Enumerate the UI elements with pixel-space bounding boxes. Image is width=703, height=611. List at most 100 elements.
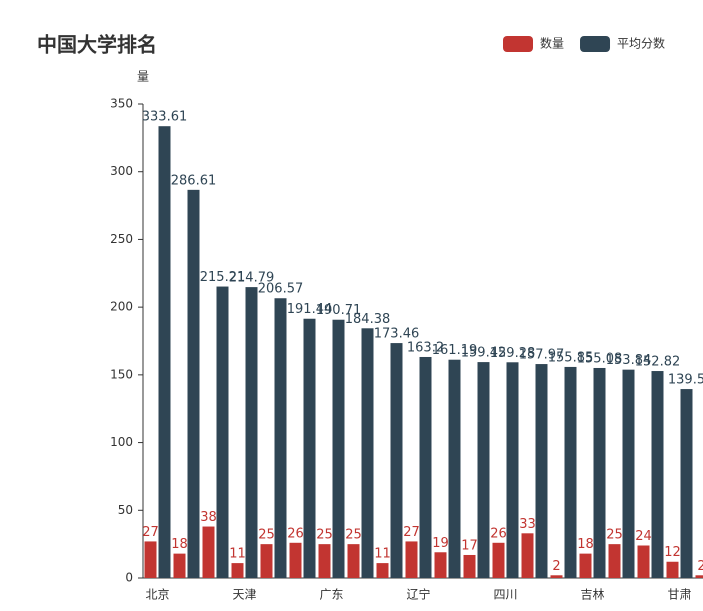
value-label: 25 bbox=[345, 528, 362, 543]
x-tick-label: 辽宁 bbox=[406, 587, 430, 602]
bar bbox=[187, 189, 200, 578]
y-tick-label: 300 bbox=[110, 164, 133, 178]
y-tick-label: 100 bbox=[110, 435, 133, 449]
value-label: 173.46 bbox=[374, 327, 420, 342]
bar bbox=[651, 371, 664, 578]
bar bbox=[318, 544, 331, 578]
value-label: 139.5 bbox=[668, 373, 703, 388]
bar bbox=[245, 287, 258, 578]
value-label: 19 bbox=[432, 536, 449, 551]
bar bbox=[260, 544, 273, 578]
value-label: 24 bbox=[635, 529, 652, 544]
value-label: 153.84 bbox=[606, 353, 652, 368]
bar bbox=[274, 298, 287, 578]
legend-label: 平均分数 bbox=[617, 36, 665, 51]
value-label: 11 bbox=[229, 547, 246, 562]
legend-label: 数量 bbox=[540, 36, 564, 51]
value-label: 18 bbox=[577, 537, 594, 552]
value-label: 38 bbox=[200, 510, 217, 525]
bar bbox=[695, 575, 703, 578]
legend-swatch bbox=[580, 36, 611, 52]
y-tick-label: 200 bbox=[110, 300, 133, 314]
y-axis-name: 量 bbox=[137, 70, 149, 84]
value-label: 155.08 bbox=[577, 351, 623, 366]
value-label: 17 bbox=[461, 538, 478, 553]
bar bbox=[535, 364, 548, 578]
chart-title: 中国大学排名 bbox=[37, 33, 157, 57]
value-label: 2 bbox=[552, 559, 560, 574]
bar bbox=[492, 542, 505, 578]
y-tick-label: 350 bbox=[110, 97, 133, 111]
bar bbox=[550, 575, 563, 578]
bar bbox=[332, 319, 345, 578]
y-tick-label: 0 bbox=[125, 571, 133, 585]
bar bbox=[506, 362, 519, 578]
value-label: 206.57 bbox=[258, 282, 304, 297]
value-label: 18 bbox=[171, 537, 188, 552]
bar bbox=[361, 328, 374, 578]
x-tick-label: 天津 bbox=[232, 588, 256, 602]
bar bbox=[289, 542, 302, 578]
value-label: 25 bbox=[258, 528, 275, 543]
value-label: 333.61 bbox=[142, 110, 188, 125]
value-label: 157.97 bbox=[519, 348, 565, 363]
bar bbox=[376, 563, 389, 578]
bar bbox=[463, 554, 476, 578]
value-label: 163.2 bbox=[407, 340, 444, 355]
value-label: 214.79 bbox=[229, 271, 275, 286]
value-label: 2 bbox=[697, 559, 703, 574]
value-label: 26 bbox=[490, 526, 507, 541]
value-label: 161.19 bbox=[432, 343, 478, 358]
value-label: 190.71 bbox=[316, 303, 362, 318]
value-label: 215.21 bbox=[200, 270, 246, 285]
bar bbox=[390, 343, 403, 578]
legend-swatch bbox=[503, 36, 533, 52]
value-label: 26 bbox=[287, 526, 304, 541]
value-label: 286.61 bbox=[171, 173, 217, 188]
bar bbox=[521, 533, 534, 578]
bar bbox=[477, 362, 490, 578]
x-tick-label: 北京 bbox=[145, 588, 169, 602]
value-label: 12 bbox=[664, 545, 681, 560]
x-tick-label: 四川 bbox=[493, 588, 517, 602]
value-label: 25 bbox=[606, 528, 623, 543]
bar bbox=[158, 126, 171, 578]
x-tick-label: 甘肃 bbox=[667, 588, 691, 602]
y-tick-label: 50 bbox=[118, 503, 133, 517]
bar bbox=[593, 367, 606, 578]
bar bbox=[448, 359, 461, 578]
y-tick-label: 150 bbox=[110, 367, 133, 381]
bar bbox=[680, 389, 693, 578]
bar bbox=[666, 561, 679, 578]
bar bbox=[347, 544, 360, 578]
x-tick-label: 吉林 bbox=[580, 588, 604, 602]
bar bbox=[637, 545, 650, 578]
x-tick-label: 广东 bbox=[319, 588, 343, 602]
bar bbox=[231, 563, 244, 578]
value-label: 159.42 bbox=[461, 346, 507, 361]
bar bbox=[564, 366, 577, 578]
value-label: 159.28 bbox=[490, 346, 536, 361]
bar bbox=[579, 553, 592, 578]
value-label: 27 bbox=[142, 525, 159, 540]
bar bbox=[405, 541, 418, 578]
y-tick-label: 250 bbox=[110, 232, 133, 246]
value-label: 25 bbox=[316, 528, 333, 543]
value-label: 155.85 bbox=[548, 350, 594, 365]
bar bbox=[216, 286, 229, 578]
value-label: 33 bbox=[519, 517, 536, 532]
value-label: 152.82 bbox=[635, 355, 681, 370]
bar bbox=[419, 356, 432, 578]
bar bbox=[434, 552, 447, 578]
value-label: 11 bbox=[374, 547, 391, 562]
value-label: 191.44 bbox=[287, 302, 333, 317]
bar bbox=[202, 526, 215, 578]
bar bbox=[622, 369, 635, 578]
bar bbox=[173, 553, 186, 578]
value-label: 27 bbox=[403, 525, 420, 540]
value-label: 184.38 bbox=[345, 312, 391, 327]
bar bbox=[144, 541, 157, 578]
bar bbox=[608, 544, 621, 578]
bar bbox=[303, 318, 316, 578]
